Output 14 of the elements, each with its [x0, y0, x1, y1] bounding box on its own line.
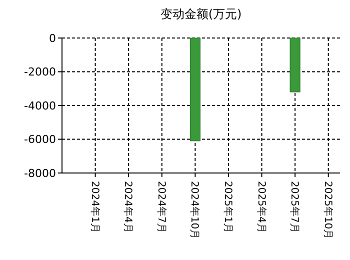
x-tick-label: 2024年10月: [188, 181, 201, 240]
y-tick-label: -6000: [24, 133, 56, 146]
y-tick-label: -2000: [24, 66, 56, 79]
x-tick-label: 2025年7月: [288, 181, 301, 233]
y-tick-label: 0: [49, 32, 56, 45]
x-tick-label: 2024年7月: [155, 181, 168, 233]
chart-title: 变动金额(万元): [160, 7, 242, 21]
y-tick-label: -8000: [24, 166, 56, 180]
x-tick-label: 2025年10月: [322, 181, 334, 240]
x-tick-label: 2024年1月: [88, 181, 101, 233]
y-tick-label: -4000: [24, 99, 56, 112]
x-tick-label: 2025年4月: [255, 181, 268, 233]
x-tick-label: 2024年4月: [122, 181, 134, 233]
x-tick-label: 2025年1月: [222, 181, 234, 233]
